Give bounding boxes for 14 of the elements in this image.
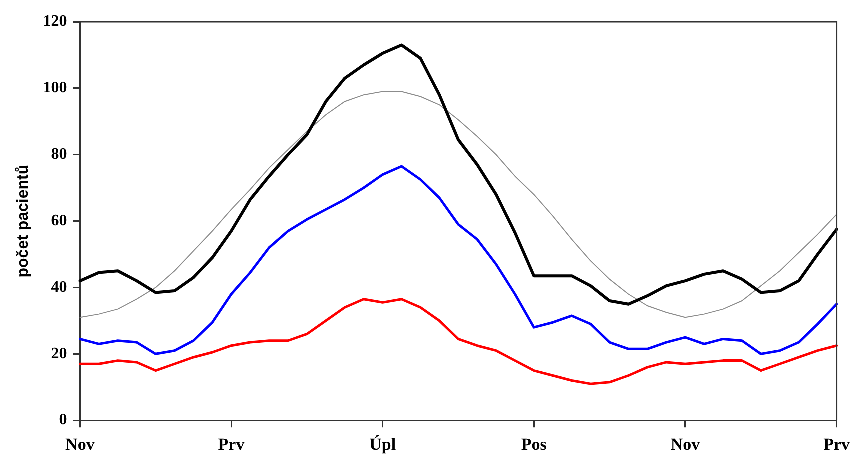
x-tick-label: Prv	[824, 435, 850, 454]
x-tick-label: Prv	[218, 435, 246, 454]
y-tick-label: 40	[51, 278, 68, 296]
y-tick-label: 60	[51, 212, 68, 230]
y-tick-label: 100	[43, 80, 68, 97]
y-tick-label: 0	[59, 412, 68, 429]
y-tick-label: 120	[43, 13, 68, 30]
y-tick-label: 20	[51, 345, 68, 362]
x-tick-label: Pos	[521, 435, 548, 454]
x-tick-label: Úpl	[370, 435, 396, 454]
x-tick-label: Nov	[66, 435, 96, 454]
y-tick-label: 80	[51, 146, 68, 164]
y-axis-title: počet pacientů	[15, 164, 32, 278]
x-tick-label: Nov	[670, 435, 701, 454]
